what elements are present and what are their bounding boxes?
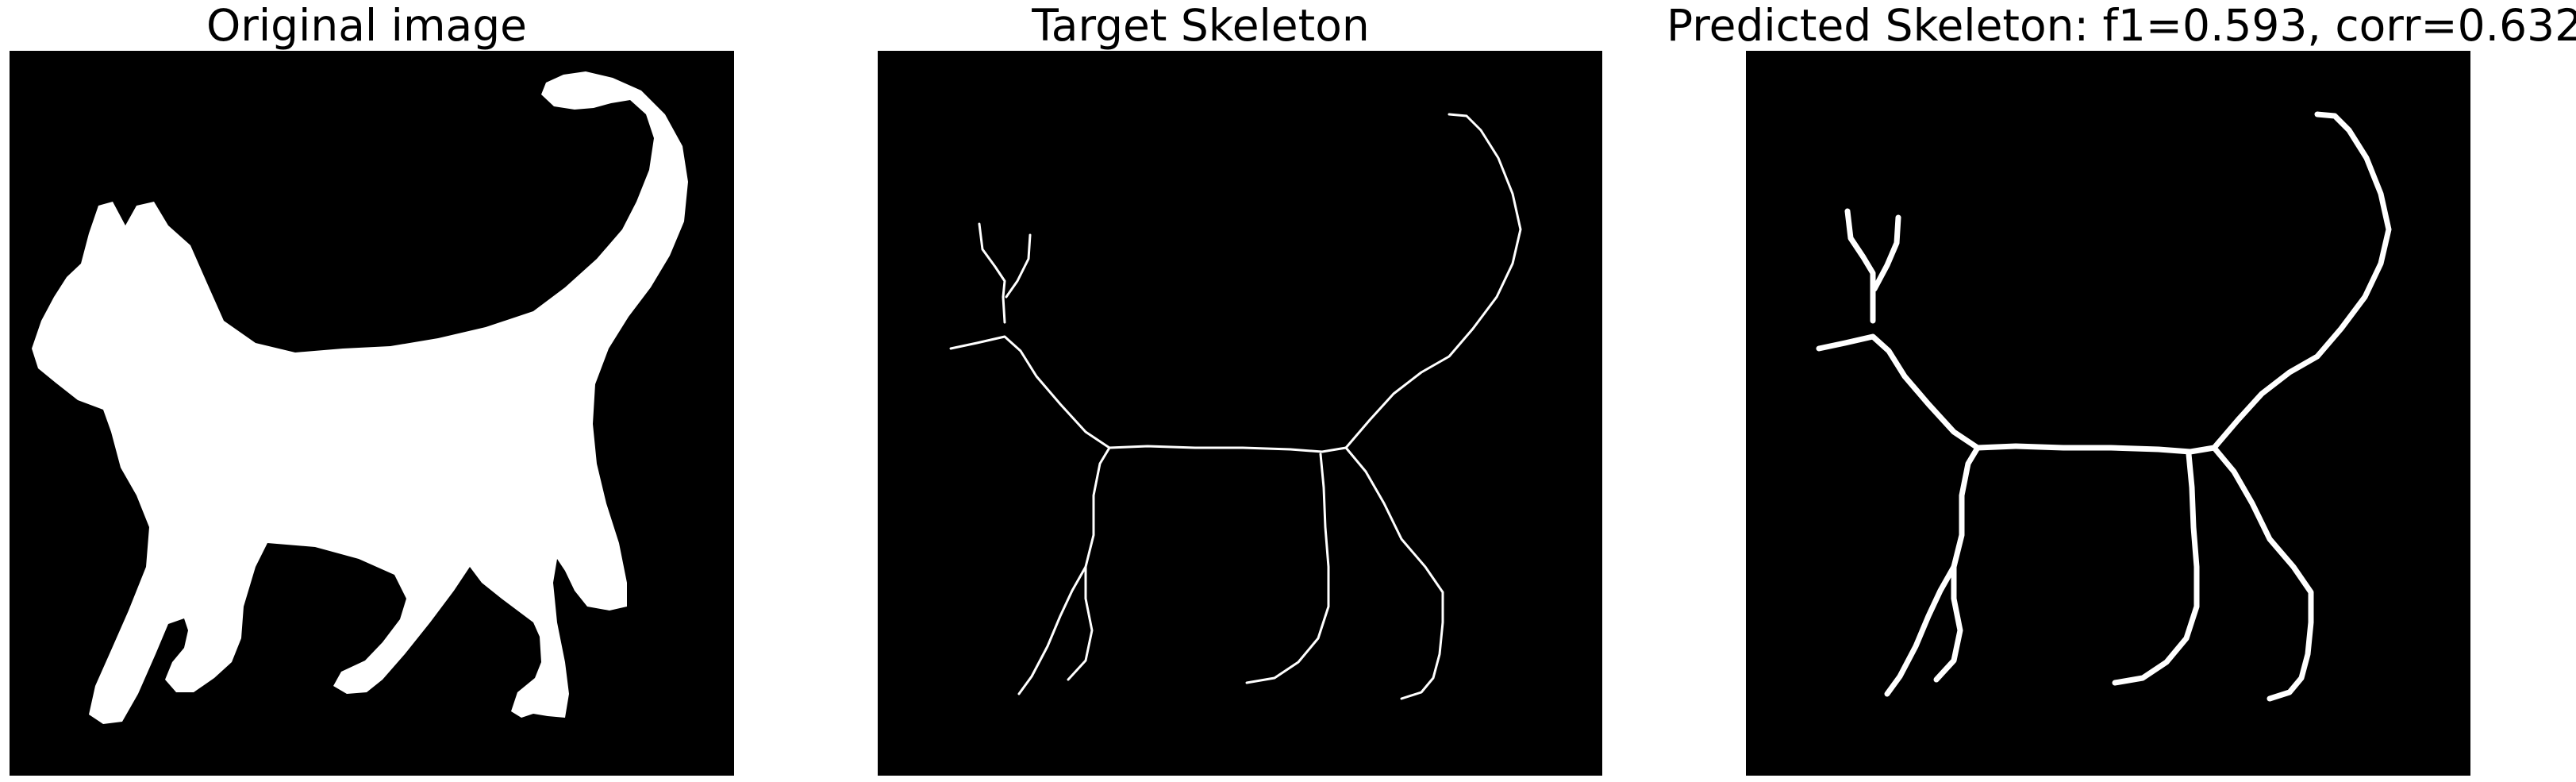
panel-title-original: Original image <box>206 0 527 51</box>
predicted-skeleton <box>1816 111 2392 702</box>
target-skeleton-canvas <box>878 51 1602 776</box>
panel-title-target: Target Skeleton <box>1032 0 1370 51</box>
target-skeleton <box>949 113 1522 700</box>
panel-title-predicted: Predicted Skeleton: f1=0.593, corr=0.632 <box>1667 0 2576 51</box>
original-image-canvas <box>10 51 734 776</box>
panel-predicted: Predicted Skeleton: f1=0.593, corr=0.632 <box>1667 0 2576 782</box>
cat-silhouette <box>32 71 688 724</box>
panel-target: Target Skeleton <box>794 0 1667 782</box>
panel-original: Original image <box>0 0 794 782</box>
predicted-skeleton-canvas <box>1746 51 2470 776</box>
